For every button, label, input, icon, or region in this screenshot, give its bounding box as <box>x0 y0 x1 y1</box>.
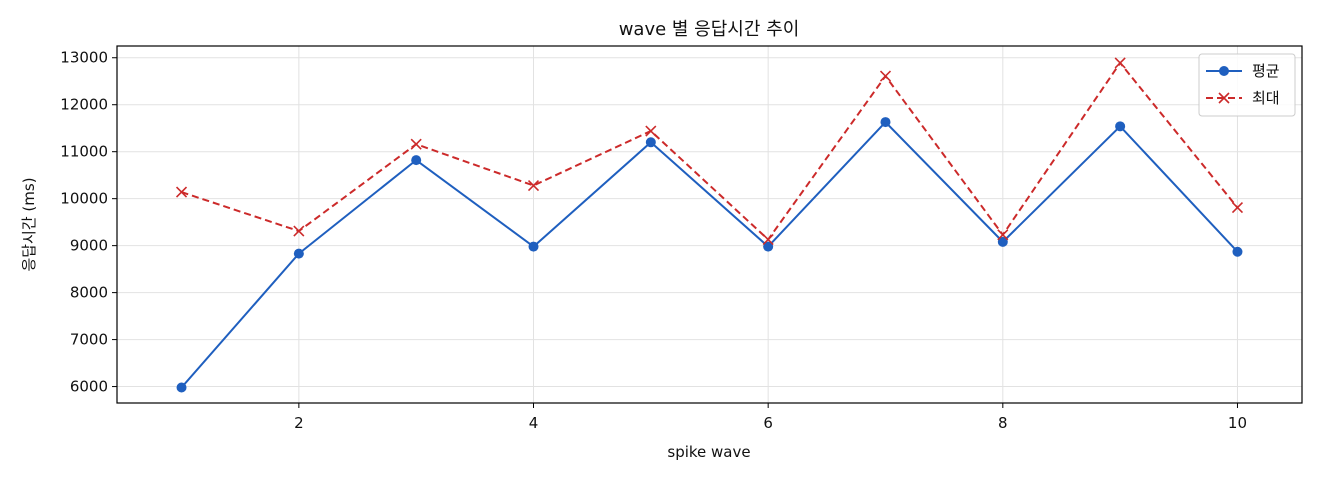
data-point-mean <box>293 248 304 259</box>
y-tick-label: 7000 <box>70 331 108 349</box>
y-tick-label: 8000 <box>70 284 108 302</box>
x-tick-label: 4 <box>529 414 539 432</box>
data-point-max <box>645 125 657 137</box>
legend-label: 평균 <box>1252 62 1280 80</box>
legend-marker <box>1218 92 1230 104</box>
x-tick-label: 10 <box>1228 414 1247 432</box>
y-tick-label: 9000 <box>70 237 108 255</box>
data-point-mean <box>528 241 539 252</box>
x-axis-ticks: 2 4 6 8 10 <box>294 403 1247 432</box>
data-point-mean <box>1232 246 1243 257</box>
y-axis-label: 응답시간 (ms) <box>20 177 38 271</box>
data-point-mean <box>411 155 422 166</box>
series-layer <box>175 57 1244 393</box>
x-tick-label: 2 <box>294 414 304 432</box>
series-line-mean <box>180 121 1239 389</box>
legend-item-mean: 평균 <box>1206 62 1280 80</box>
data-point-mean <box>1115 121 1126 132</box>
data-point-max <box>1114 57 1126 69</box>
data-point-mean <box>763 241 774 252</box>
x-tick-label: 8 <box>998 414 1008 432</box>
data-point-max <box>1231 202 1244 214</box>
legend-item-max: 최대 <box>1206 89 1280 107</box>
x-tick-label: 6 <box>763 414 773 432</box>
y-tick-label: 11000 <box>60 143 108 161</box>
series-mean <box>176 117 1243 393</box>
data-point-mean <box>997 236 1008 247</box>
data-point-mean <box>176 382 187 393</box>
data-point-max <box>175 186 188 198</box>
grid <box>117 46 1302 403</box>
y-tick-label: 6000 <box>70 378 108 396</box>
y-axis-ticks: 6000 7000 8000 9000 10000 11000 12000 13000 <box>60 49 117 396</box>
data-point-max <box>527 179 540 192</box>
legend-box <box>1198 53 1296 117</box>
data-point-mean <box>645 137 656 148</box>
data-point-max <box>997 229 1009 241</box>
x-axis-label: spike wave <box>667 443 750 461</box>
legend-marker <box>1219 66 1229 76</box>
plot-frame <box>116 45 1303 404</box>
series-max <box>175 57 1244 246</box>
data-point-max <box>762 233 774 246</box>
y-tick-label: 13000 <box>60 49 108 67</box>
data-point-max <box>293 225 305 237</box>
data-point-mean <box>880 117 891 128</box>
data-point-max <box>879 70 892 82</box>
y-tick-label: 12000 <box>60 96 108 114</box>
y-tick-label: 10000 <box>60 190 108 208</box>
chart-title: wave 별 응답시간 추이 <box>619 19 800 40</box>
legend-label: 최대 <box>1252 89 1280 107</box>
data-point-max <box>410 138 422 150</box>
